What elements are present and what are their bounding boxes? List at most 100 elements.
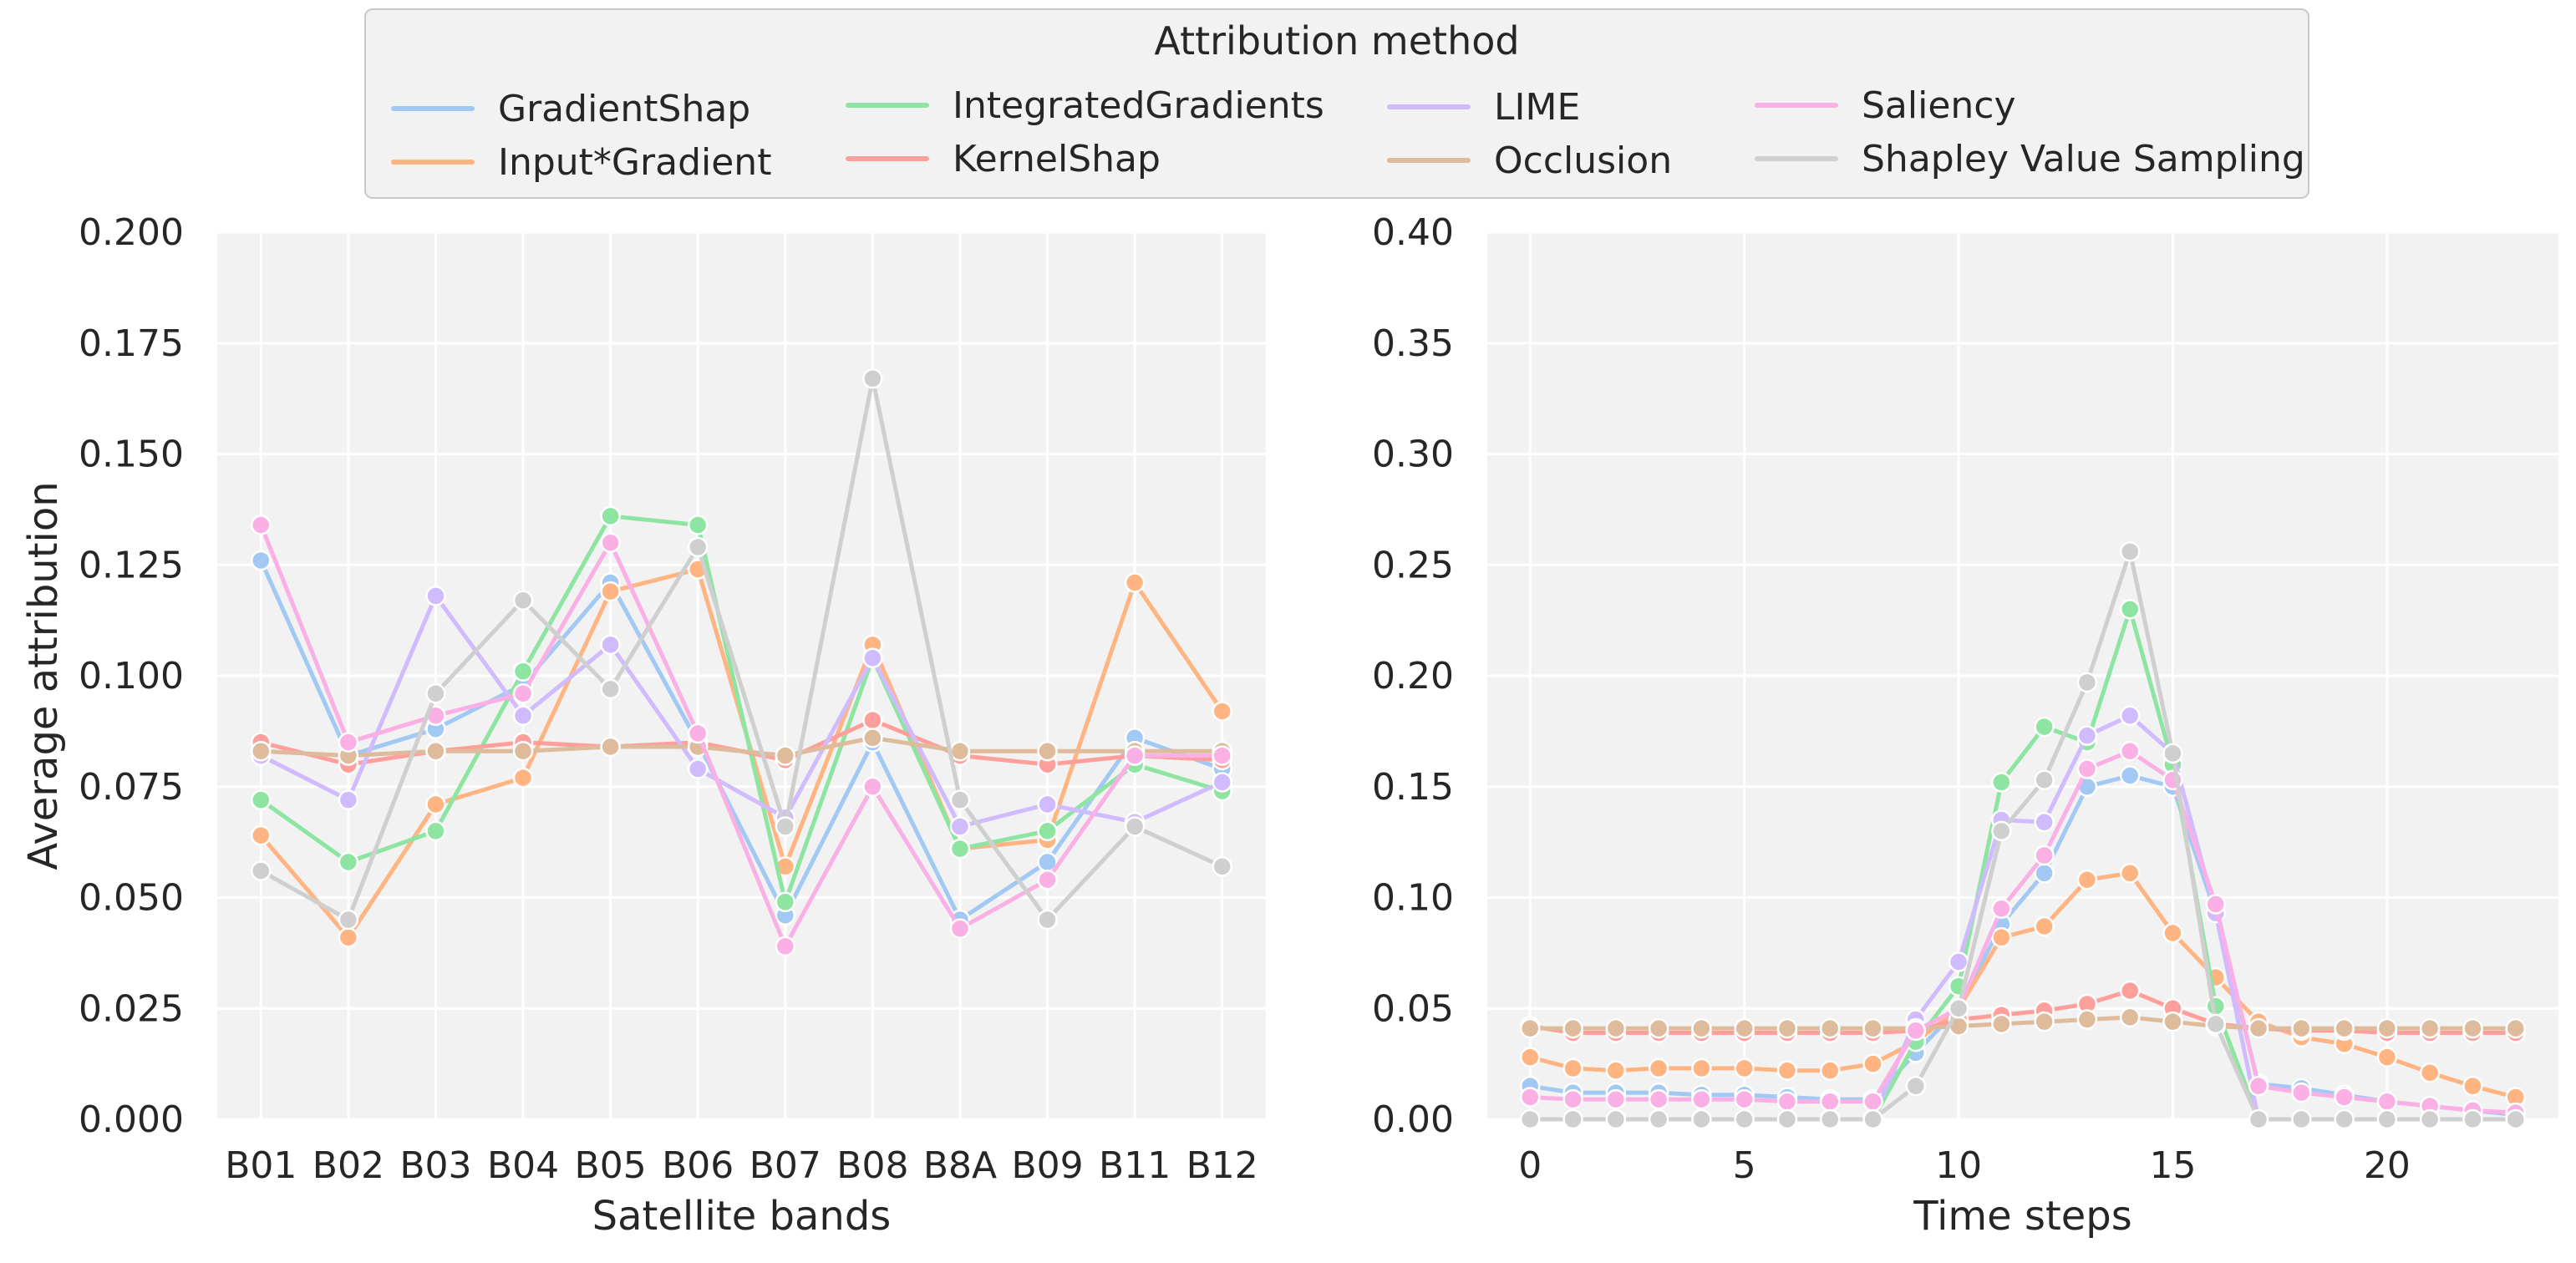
data-point [512, 741, 534, 762]
legend-label: Input*Gradient [498, 140, 772, 184]
data-point [1562, 1058, 1583, 1079]
data-point [687, 723, 709, 744]
series-line [258, 514, 1225, 905]
data-point [512, 590, 534, 611]
data-point [949, 789, 971, 810]
y-tick-label: 0.050 [79, 877, 184, 920]
legend-swatch [846, 156, 929, 161]
data-point [2076, 672, 2098, 693]
series-line [258, 593, 1225, 829]
data-point [2205, 894, 2227, 915]
data-point [1819, 1108, 1841, 1130]
data-point [949, 838, 971, 860]
y-tick-label: 0.125 [79, 544, 184, 586]
data-point [600, 634, 621, 656]
data-point [1648, 1108, 1669, 1130]
series-line [258, 735, 1225, 758]
x-tick-label: 10 [1935, 1144, 1982, 1187]
data-point [2034, 845, 2055, 866]
legend-entry-input-gradient: Input*Gradient [391, 137, 771, 187]
data-point [512, 682, 534, 704]
data-point [2119, 863, 2141, 884]
data-point [1212, 856, 1232, 877]
data-point [862, 709, 883, 731]
data-point [2376, 1091, 2398, 1113]
data-point [2419, 1108, 2441, 1130]
data-point [2248, 1108, 2269, 1130]
x-tick-label: 5 [1733, 1144, 1756, 1187]
data-point [2248, 1017, 2269, 1039]
legend-entry-gradientshap: GradientShap [391, 84, 750, 134]
data-point [1991, 898, 2012, 920]
data-point [2119, 1007, 2141, 1028]
data-point [1948, 998, 1969, 1019]
data-point [2248, 1075, 2269, 1097]
legend-entry-integratedgradients: IntegratedGradients [846, 80, 1324, 130]
data-point [1991, 820, 2012, 842]
data-point [600, 532, 621, 553]
legend: Attribution method GradientShap Input*Gr… [364, 8, 2309, 199]
data-point [338, 851, 359, 873]
data-point [600, 736, 621, 758]
data-point [425, 682, 446, 704]
x-tick-label: B05 [575, 1144, 647, 1187]
data-point [251, 741, 272, 762]
y-tick-label: 0.00 [1372, 1098, 1454, 1141]
data-point [1562, 1088, 1583, 1110]
data-point [1212, 772, 1232, 793]
y-tick-label: 0.10 [1372, 877, 1454, 920]
data-point [1124, 745, 1146, 766]
data-point [2119, 541, 2141, 562]
x-tick-label: B09 [1011, 1144, 1083, 1187]
data-point [2505, 1108, 2526, 1130]
data-point [775, 891, 796, 913]
data-point [2376, 1047, 2398, 1068]
legend-entry-occlusion: Occlusion [1387, 135, 1672, 185]
data-point [1124, 816, 1146, 837]
data-point [2119, 980, 2141, 1002]
data-point [2034, 716, 2055, 738]
data-point [600, 581, 621, 602]
series-shapley-value-sampling [1520, 541, 2526, 1130]
data-point [949, 816, 971, 837]
x-tick-label: B07 [749, 1144, 821, 1187]
y-tick-label: 0.25 [1372, 544, 1454, 586]
data-point [1037, 870, 1058, 890]
data-point [251, 824, 272, 846]
data-point [251, 550, 272, 571]
data-point [251, 515, 272, 535]
data-point [775, 745, 796, 766]
x-tick-label: B11 [1099, 1144, 1171, 1187]
legend-label: LIME [1494, 85, 1581, 129]
data-point [1691, 1017, 1712, 1039]
data-point [2462, 1075, 2483, 1097]
data-point [1991, 1013, 2012, 1035]
data-point [1991, 772, 2012, 793]
data-point [600, 678, 621, 700]
data-point [1734, 1108, 1755, 1130]
data-point [862, 776, 883, 797]
y-tick-label: 0.15 [1372, 766, 1454, 809]
y-tick-label: 0.000 [79, 1098, 184, 1141]
data-point [1776, 1017, 1798, 1039]
x-tick-label: B12 [1186, 1144, 1258, 1187]
x-tick-label: B02 [312, 1144, 384, 1187]
data-point [1124, 572, 1146, 593]
legend-entry-kernelshap: KernelShap [846, 134, 1161, 184]
legend-label: Saliency [1862, 84, 2016, 127]
chart-time-steps: 0.00 0.05 0.10 0.15 0.20 0.25 0.30 0.35 0.40 0 5 10… [1372, 211, 2558, 1240]
y-tick-label: 0.05 [1372, 987, 1454, 1030]
data-point [1520, 1017, 1541, 1039]
data-point [1562, 1017, 1583, 1039]
y-tick-label: 0.30 [1372, 434, 1454, 476]
legend-swatch [846, 103, 929, 108]
y-tick-label: 0.40 [1372, 211, 1454, 254]
data-point [2162, 922, 2183, 944]
data-point [425, 794, 446, 815]
data-point [862, 728, 883, 748]
legend-swatch [1387, 158, 1471, 163]
data-point [1734, 1088, 1755, 1110]
y-tick-label: 0.200 [79, 211, 184, 254]
series-shapley-value-sampling [251, 368, 1232, 931]
data-point [1819, 1091, 1841, 1113]
